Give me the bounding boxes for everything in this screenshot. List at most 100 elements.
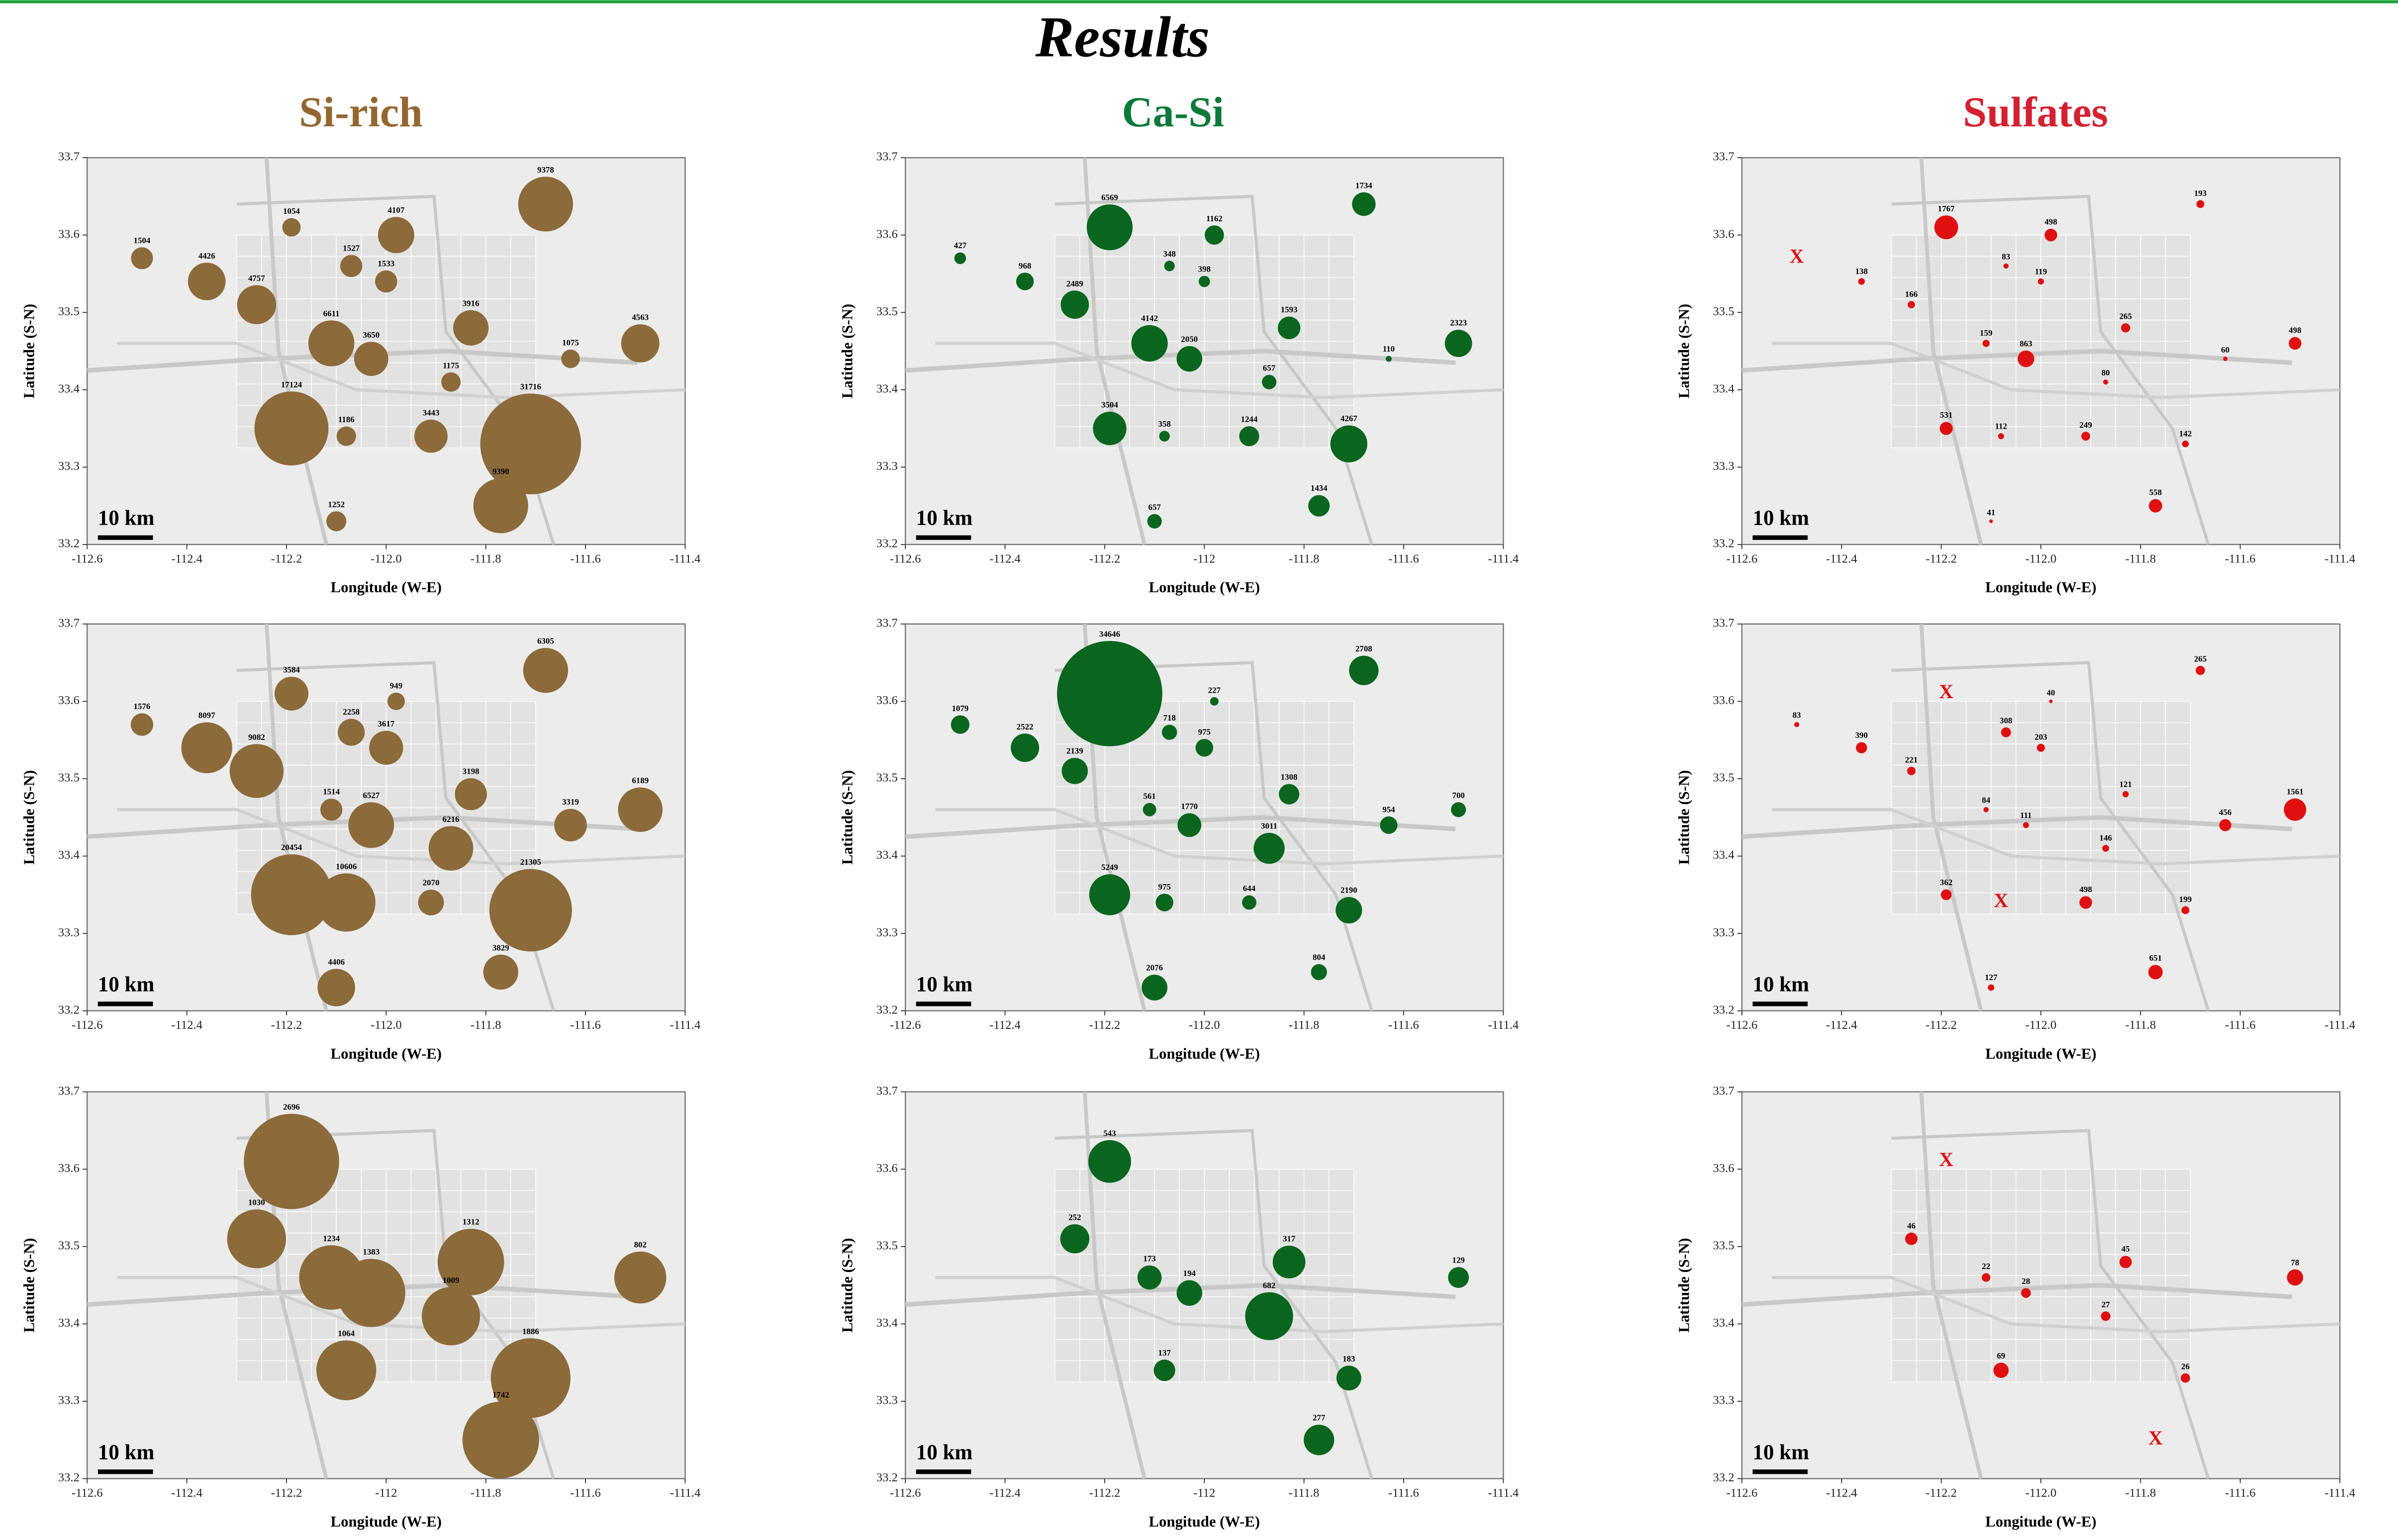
y-axis-label: Latitude (S-N) xyxy=(21,304,38,398)
x-tick-label: -112.6 xyxy=(1727,552,1758,565)
data-label: 2323 xyxy=(1450,318,1467,328)
bubble xyxy=(2119,1256,2132,1268)
bubble xyxy=(2149,499,2162,513)
y-tick-label: 33.2 xyxy=(1713,1471,1734,1484)
x-axis-label: Longitude (W-E) xyxy=(1985,579,2096,596)
y-tick-label: 33.3 xyxy=(1713,459,1734,473)
bubble xyxy=(1451,802,1466,817)
bubble xyxy=(1210,697,1219,706)
x-tick-label: -111.8 xyxy=(2125,1486,2156,1500)
bubble xyxy=(1154,1359,1175,1381)
bubble xyxy=(340,255,362,277)
data-label: 1186 xyxy=(338,415,355,424)
data-label: 69 xyxy=(1997,1351,2005,1360)
data-label: 8097 xyxy=(198,711,215,720)
bubble xyxy=(387,693,405,710)
data-label: 2708 xyxy=(1355,644,1372,653)
data-label: 1770 xyxy=(1181,802,1198,811)
bubble xyxy=(1998,433,2004,439)
data-label: 3650 xyxy=(363,330,380,340)
x-tick-label: -111.4 xyxy=(2324,552,2355,565)
x-tick-label: -112.6 xyxy=(890,1018,921,1032)
bubble xyxy=(1131,325,1167,362)
bubble xyxy=(2182,906,2190,914)
x-tick-label: -112.2 xyxy=(271,1018,302,1032)
data-label: 6189 xyxy=(632,776,649,785)
missing-marker: X xyxy=(2148,1427,2163,1449)
bubble xyxy=(2148,965,2163,979)
scale-bar xyxy=(98,1469,153,1474)
y-axis-label: Latitude (S-N) xyxy=(839,304,856,398)
x-tick-label: -111.8 xyxy=(471,1486,501,1500)
x-tick-label: -112.2 xyxy=(1925,1018,1957,1032)
data-label: 110 xyxy=(1383,344,1395,354)
data-label: 1734 xyxy=(1355,181,1372,190)
bubble xyxy=(2181,1373,2190,1383)
x-tick-label: -111.8 xyxy=(1289,1486,1320,1500)
bubble xyxy=(1196,739,1214,757)
y-tick-label: 33.7 xyxy=(876,1084,898,1097)
bubble xyxy=(1331,426,1367,462)
bubble xyxy=(1907,767,1916,775)
data-label: 718 xyxy=(1163,713,1175,723)
y-axis-label: Latitude (S-N) xyxy=(21,1238,38,1332)
bubble xyxy=(2121,323,2130,333)
data-label: 1742 xyxy=(492,1390,509,1399)
data-label: 78 xyxy=(2291,1258,2300,1267)
data-label: 119 xyxy=(2035,267,2047,276)
bubble xyxy=(348,802,394,848)
scale-bar xyxy=(1753,536,1808,540)
data-label: 173 xyxy=(1143,1254,1155,1263)
data-label: 644 xyxy=(1243,884,1256,893)
data-label: 111 xyxy=(2020,811,2032,820)
bubble xyxy=(2102,845,2109,852)
y-tick-label: 33.4 xyxy=(58,382,80,395)
bubble xyxy=(2001,727,2011,737)
bubble xyxy=(1177,1280,1202,1306)
data-label: 28 xyxy=(2022,1276,2030,1286)
bubble xyxy=(2023,822,2029,828)
scale-bar xyxy=(916,536,971,540)
y-tick-label: 33.4 xyxy=(1713,1316,1734,1330)
bubble xyxy=(1279,784,1299,805)
bubble xyxy=(2081,432,2090,441)
bubble xyxy=(1304,1425,1334,1455)
data-label: 10606 xyxy=(336,862,357,871)
data-label: 3617 xyxy=(378,719,394,728)
y-tick-label: 33.3 xyxy=(1713,1394,1734,1407)
data-label: 804 xyxy=(1313,952,1326,962)
bubble xyxy=(1982,1273,1990,1281)
data-label: 1561 xyxy=(2287,787,2303,796)
data-label: 954 xyxy=(1382,805,1395,814)
map-panel xyxy=(905,1092,1503,1479)
data-label: 41 xyxy=(1987,508,1995,517)
y-tick-label: 33.6 xyxy=(876,1162,898,1175)
data-label: 17124 xyxy=(281,380,302,389)
x-tick-label: -112.4 xyxy=(171,552,202,565)
y-tick-label: 33.2 xyxy=(876,1471,898,1484)
data-label: 22 xyxy=(1982,1262,1990,1271)
x-tick-label: -111.4 xyxy=(2324,1486,2355,1500)
data-label: 146 xyxy=(2100,833,2112,843)
data-label: 2522 xyxy=(1017,722,1034,731)
y-tick-label: 33.3 xyxy=(876,926,898,939)
data-label: 3829 xyxy=(492,943,509,952)
data-label: 3443 xyxy=(423,408,440,417)
x-tick-label: -112.6 xyxy=(72,1486,103,1500)
bubble xyxy=(317,969,355,1006)
data-label: 2050 xyxy=(1181,334,1198,344)
y-tick-label: 33.4 xyxy=(1713,848,1734,862)
data-label: 2696 xyxy=(283,1102,300,1112)
x-tick-label: -111.6 xyxy=(570,1486,601,1500)
data-label: 498 xyxy=(2080,885,2092,894)
y-tick-label: 33.2 xyxy=(1713,537,1734,550)
map-panel xyxy=(905,158,1503,544)
bubble xyxy=(1253,833,1284,864)
bubble xyxy=(244,1114,339,1209)
y-tick-label: 33.2 xyxy=(58,1003,80,1016)
data-label: 83 xyxy=(2002,252,2010,261)
data-label: 975 xyxy=(1158,882,1170,892)
data-label: 142 xyxy=(2179,429,2192,439)
y-tick-label: 33.5 xyxy=(58,771,80,785)
data-label: 4426 xyxy=(198,251,215,261)
